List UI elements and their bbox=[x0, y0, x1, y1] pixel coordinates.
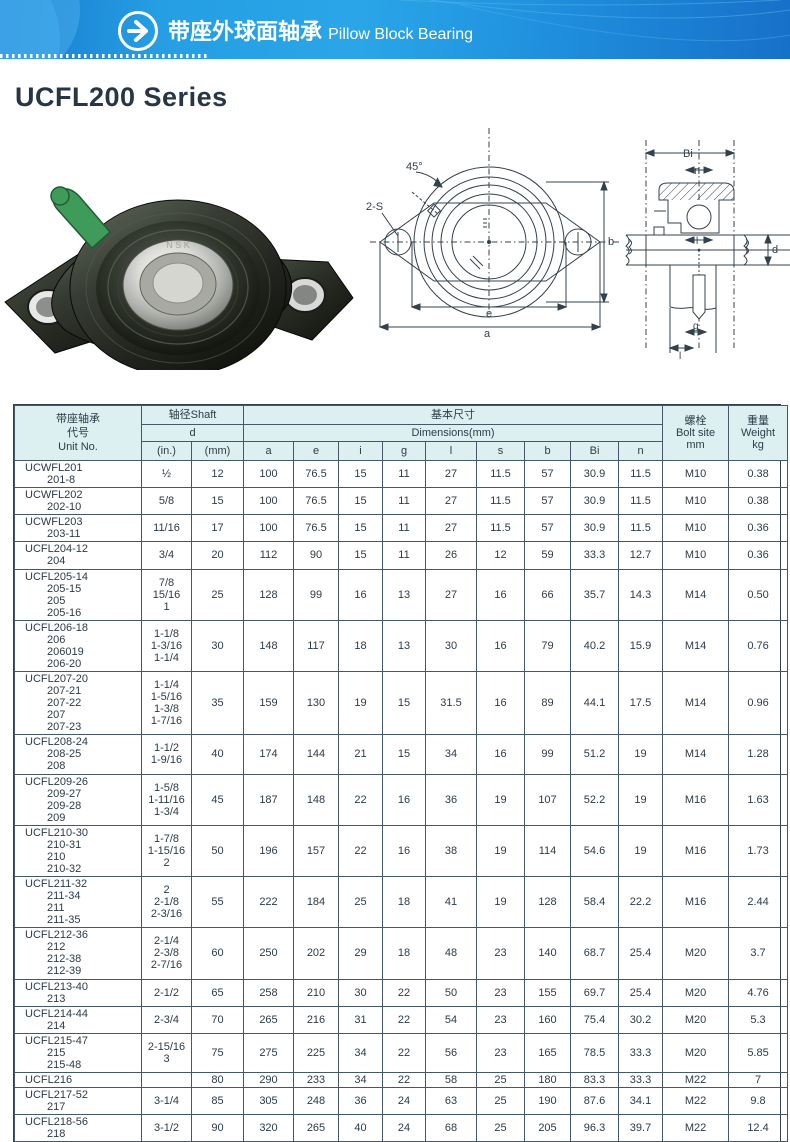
svg-text:N S K: N S K bbox=[166, 240, 190, 250]
